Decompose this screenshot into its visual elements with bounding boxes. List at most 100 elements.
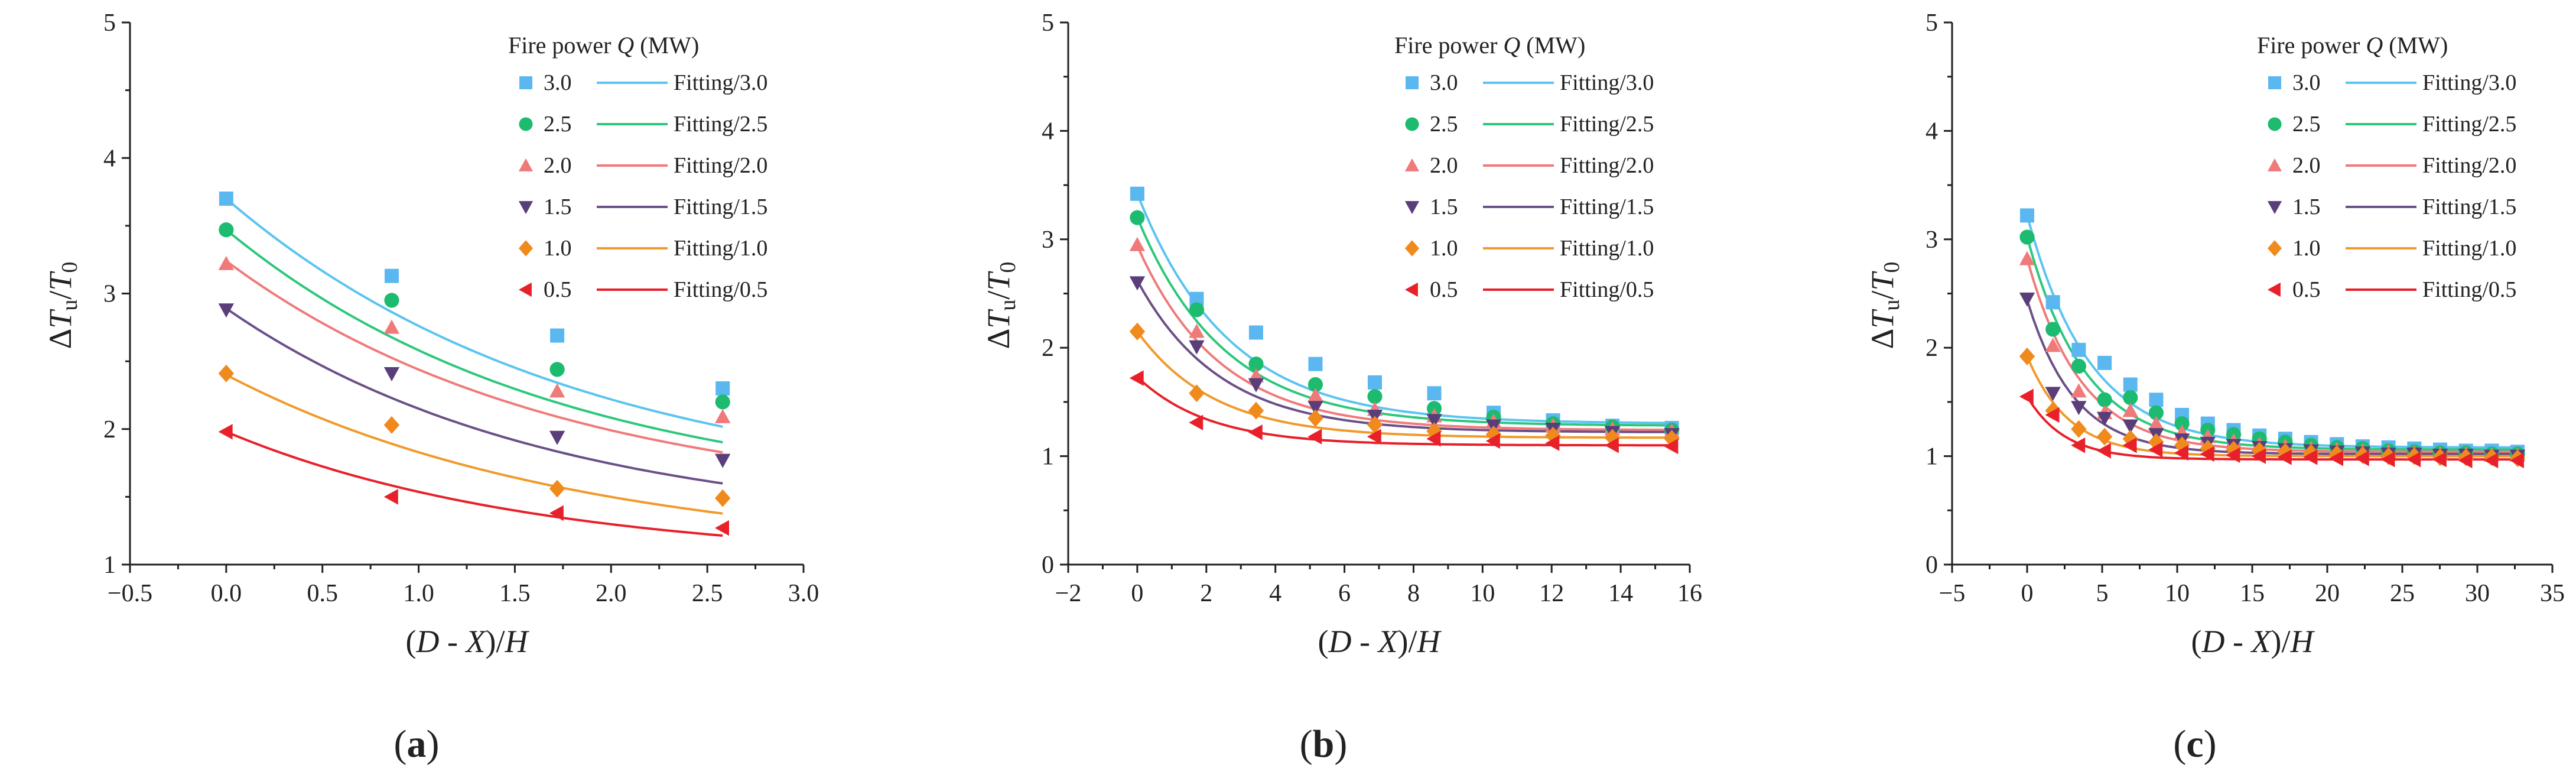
data-point-2.5	[549, 362, 565, 377]
data-point-2.0	[549, 383, 565, 398]
fit-line-0.5	[1136, 376, 1672, 447]
data-point-1.5	[383, 367, 400, 381]
data-point-1.5	[2071, 401, 2087, 416]
legend-label: 2.5	[544, 112, 572, 137]
data-point-2.5	[1307, 377, 1323, 393]
legend-item-1.0: 1.0 Fitting/1.0	[1404, 236, 1654, 261]
data-point-1.0	[549, 479, 565, 498]
data-point-1.0	[1545, 426, 1561, 445]
fit-curves	[1136, 193, 1672, 447]
x-tick-label: 4	[1269, 580, 1282, 607]
data-point-1.0	[1367, 416, 1383, 434]
data-point-3.0	[2045, 295, 2060, 310]
legend-marker	[2267, 240, 2282, 257]
legend-marker	[1404, 282, 1418, 297]
data-point-1.5	[1426, 414, 1442, 429]
legend-title: Fire power Q (MW)	[2257, 32, 2448, 59]
legend-item-1.0: 1.0 Fitting/1.0	[518, 236, 767, 261]
x-tick-label: −0.5	[108, 580, 152, 607]
fit-line-1.0	[225, 374, 723, 515]
data-point-2.0	[2045, 338, 2061, 352]
data-point-2.5	[2019, 229, 2035, 245]
data-point-0.5	[549, 505, 564, 521]
data-point-1.5	[1307, 401, 1323, 416]
legend-label: 2.0	[544, 153, 572, 178]
legend-marker	[2268, 117, 2282, 131]
legend-item-2.5: 2.5 Fitting/2.5	[519, 112, 767, 137]
data-point-0.5	[1189, 414, 1204, 430]
x-tick-label: 6	[1338, 580, 1351, 607]
legend-item-3.0: 3.0 Fitting/3.0	[1406, 70, 1654, 95]
data-point-1.5	[1248, 378, 1264, 393]
y-tick-label: 1	[103, 552, 116, 579]
x-tick-label: 15	[2240, 580, 2265, 607]
data-point-2.0	[1129, 236, 1146, 251]
data-point-0.5	[383, 489, 398, 505]
x-tick-label: 10	[1470, 580, 1495, 607]
data-point-0.5	[2303, 449, 2318, 465]
data-point-1.5	[218, 303, 235, 318]
x-axis-title: (D - X)/H	[406, 624, 530, 659]
y-tick-label: 4	[1926, 118, 1938, 145]
y-tick-label: 3	[1926, 226, 1938, 254]
x-tick-label: 10	[2165, 580, 2190, 607]
data-point-3.0	[550, 328, 565, 343]
data-point-1.0	[715, 489, 731, 507]
fit-curves	[225, 197, 723, 537]
data-point-2.0	[383, 319, 400, 334]
legend-fit-label: Fitting/0.5	[674, 277, 767, 302]
data-point-3.0	[384, 268, 399, 283]
x-tick-label: 5	[2096, 580, 2109, 607]
legend-marker	[518, 158, 534, 171]
data-point-0.5	[2148, 442, 2163, 458]
x-tick-label: 12	[1539, 580, 1564, 607]
data-point-3.0	[1130, 186, 1144, 201]
data-point-0.5	[2509, 452, 2524, 469]
data-point-2.0	[2071, 383, 2087, 398]
data-point-0.5	[2277, 449, 2292, 465]
legend-marker	[519, 117, 533, 131]
legend-label: 1.5	[2292, 194, 2321, 219]
data-point-0.5	[1129, 370, 1144, 386]
legend-fit-label: Fitting/1.0	[674, 236, 767, 261]
legend-marker	[1405, 117, 1419, 131]
legend-title: Fire power Q (MW)	[508, 32, 699, 59]
data-point-0.5	[2354, 450, 2369, 466]
data-point-1.5	[2019, 292, 2035, 307]
y-tick-label: 3	[1042, 226, 1054, 254]
data-point-1.0	[218, 364, 235, 382]
fit-line-1.5	[1136, 280, 1672, 433]
y-tick-label: 2	[103, 416, 116, 443]
y-axis-title: ΔTu/T0	[43, 262, 82, 349]
legend-fit-label: Fitting/2.0	[2422, 153, 2516, 178]
data-point-0.5	[218, 424, 233, 440]
data-point-2.5	[2071, 358, 2086, 374]
data-point-0.5	[1367, 429, 1381, 445]
y-tick-label: 2	[1926, 335, 1938, 362]
y-tick-label: 2	[1042, 335, 1054, 362]
legend-marker	[518, 240, 534, 257]
data-point-1.0	[2174, 436, 2190, 455]
data-point-1.5	[549, 430, 565, 445]
data-point-1.0	[2045, 401, 2061, 420]
data-point-2.0	[2019, 251, 2035, 265]
legend-label: 1.5	[544, 194, 572, 219]
y-axis-title: ΔTu/T0	[1865, 262, 1904, 349]
data-point-0.5	[1485, 433, 1500, 449]
legend-label: 2.0	[2292, 153, 2321, 178]
data-point-1.5	[1189, 340, 1205, 355]
data-point-0.5	[2484, 452, 2499, 469]
data-markers	[218, 192, 731, 536]
data-point-3.0	[1248, 325, 1263, 340]
data-point-2.5	[1367, 389, 1383, 404]
data-point-2.0	[2122, 403, 2138, 417]
data-point-3.0	[2149, 393, 2164, 407]
data-point-0.5	[1664, 438, 1679, 455]
data-point-2.5	[715, 394, 730, 410]
data-point-1.0	[2071, 420, 2087, 438]
fit-line-3.0	[225, 197, 723, 428]
legend-fit-label: Fitting/2.5	[674, 112, 767, 137]
